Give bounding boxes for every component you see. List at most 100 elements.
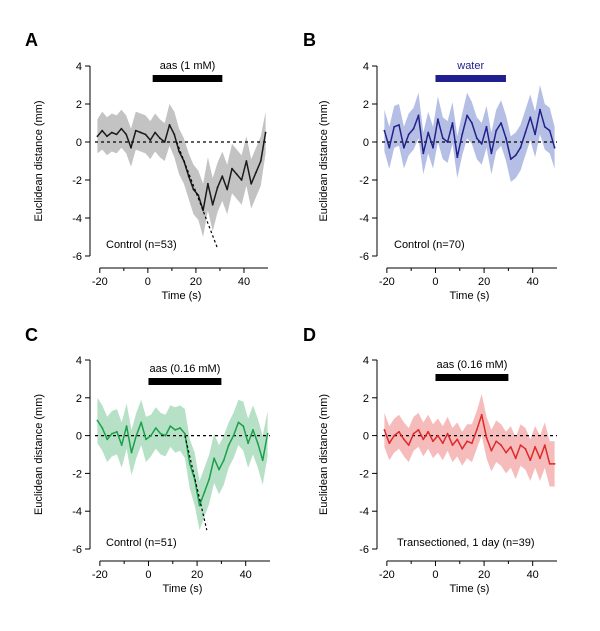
panel-d-data-point <box>480 413 483 416</box>
panel-a-stimulus-label: aas (1 mM) <box>160 60 216 72</box>
panel-b-x-tick-label: 40 <box>527 276 539 288</box>
panel-d-y-tick-label: -4 <box>359 506 369 518</box>
panel-a-data-point <box>216 186 219 189</box>
panel-d-data-point <box>471 442 473 445</box>
panel-b-data-point <box>514 154 517 157</box>
panel-d-y-tick-label: -2 <box>359 468 369 480</box>
panel-d-data-point <box>451 444 454 446</box>
panel-b-data-point <box>500 122 502 124</box>
panel-c-y-tick-label: 2 <box>76 393 82 405</box>
panel-c-x-tick-label: 20 <box>191 569 203 581</box>
panel-b-y-tick-label: 4 <box>363 61 369 73</box>
panel-c-annotation: Control (n=51) <box>106 537 177 549</box>
panel-c-letter: C <box>25 325 38 345</box>
panel-b-data-point <box>475 137 478 140</box>
panel-d-error-band <box>384 394 555 487</box>
panel-d-stimulus-label: aas (0.16 mM) <box>436 359 507 371</box>
panel-a-data-point <box>159 137 161 140</box>
panel-d-data-point <box>441 442 444 445</box>
panel-a-data-point <box>110 131 113 134</box>
panel-d-stimulus-bar <box>435 374 509 381</box>
panel-b-y-axis-label: Euclidean distance (mm) <box>318 100 330 221</box>
panel-a-data-point <box>202 209 205 212</box>
panel-d-data-point <box>461 447 464 450</box>
panel-c-data-point <box>101 427 104 429</box>
panel-a-data-point <box>221 175 224 178</box>
panel-a-x-tick-label: 0 <box>145 276 151 288</box>
panel-c-data-point <box>198 504 201 507</box>
panel-b-y-tick-label: 2 <box>363 99 369 111</box>
panel-c-y-tick-label: -6 <box>72 544 82 556</box>
panel-c-data-point <box>242 425 245 427</box>
panel-c-data-point <box>116 430 118 433</box>
panel-d-data-point <box>412 432 415 435</box>
panel-c-data-point <box>252 429 254 431</box>
panel-a-data-point <box>101 129 104 132</box>
panel-c-data-point <box>188 463 191 465</box>
panel-d-x-tick-label: 20 <box>478 569 490 581</box>
panel-b-data-point <box>461 133 464 136</box>
panel-c-data-point <box>227 444 230 446</box>
panel-a-data-point <box>192 188 195 191</box>
panel-d-y-tick-label: 2 <box>363 393 369 405</box>
panel-a-x-axis-label: Time (s) <box>162 290 202 302</box>
panel-d-data-point <box>417 429 420 431</box>
panel-c-data-point <box>111 432 113 435</box>
panel-c-y-tick-label: -2 <box>72 468 82 480</box>
panel-c-data-point <box>174 429 177 431</box>
panel-d-data-point <box>519 444 522 446</box>
panel-a-data-point <box>120 127 123 130</box>
panel-c-x-axis-label: Time (s) <box>163 583 203 595</box>
panel-a-data-point <box>163 141 166 143</box>
panel-c-data-point <box>164 434 167 437</box>
panel-b-data-point <box>451 122 454 124</box>
panel-b-data-point <box>480 143 483 145</box>
panel-b-data-point <box>466 114 468 117</box>
panel-b-data-point <box>393 125 396 128</box>
panel-c-data-point <box>222 459 225 462</box>
panel-d-data-point <box>456 438 459 441</box>
panel-a-data-point <box>264 131 267 134</box>
panel-a-error-band <box>97 104 266 237</box>
panel-b-data-point <box>427 131 430 134</box>
panel-d-data-point <box>553 463 556 465</box>
panel-c-y-tick-label: -4 <box>72 506 82 518</box>
panel-c-y-axis-label: Euclidean distance (mm) <box>33 394 45 515</box>
panel-a-data-point <box>173 133 176 136</box>
panel-d-letter: D <box>303 325 316 345</box>
panel-a-y-axis-label: Euclidean distance (mm) <box>33 100 45 221</box>
panel-d-data-point <box>543 444 546 446</box>
panel-a-y-tick-label: 2 <box>76 99 82 111</box>
panel-c-data-point <box>256 442 259 445</box>
panel-d-data-point <box>529 459 532 462</box>
panel-a-x-tick-label: 40 <box>238 276 250 288</box>
panel-c-data-point <box>150 434 152 437</box>
panel-d-data-point <box>500 444 502 446</box>
panel-d-data-point <box>534 446 536 448</box>
panel-a-data-point <box>250 182 253 185</box>
panel-d-data-point <box>490 449 493 452</box>
panel-b-data-point <box>441 137 444 140</box>
panel-c-stimulus-bar <box>148 378 222 385</box>
panel-c-data-point <box>261 459 264 462</box>
panel-d-x-tick-label: 40 <box>527 569 539 581</box>
panel-d-data-point <box>539 457 541 460</box>
panel-c-y-tick-label: 4 <box>76 355 82 367</box>
panel-a-data-point <box>154 131 157 134</box>
panel-a-y-tick-label: -6 <box>72 251 82 263</box>
panel-a-data-point <box>149 139 152 142</box>
panel-d-data-point <box>393 434 396 437</box>
panel-d-data-point <box>403 438 405 441</box>
panel-a-y-tick-label: -4 <box>72 213 82 225</box>
panel-d-data-point <box>524 447 527 450</box>
panel-d-data-point <box>446 432 449 435</box>
panel-c-data-point <box>179 427 182 429</box>
panel-b-data-point <box>539 108 541 111</box>
panel-d-data-point <box>432 440 434 443</box>
panel-d-series-line <box>383 414 555 465</box>
panel-b-data-point <box>485 125 488 128</box>
panel-b-data-point <box>403 146 405 149</box>
panel-d-data-point <box>475 429 478 431</box>
